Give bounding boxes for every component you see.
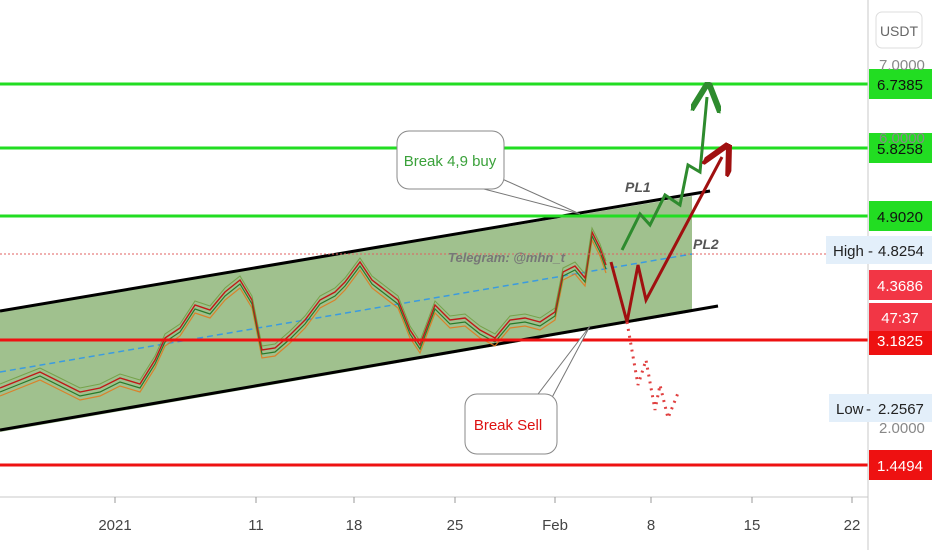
price-level-badge xyxy=(869,133,932,163)
current-price-text: 4.3686 xyxy=(877,278,923,295)
x-tick-label: 8 xyxy=(647,517,655,534)
ema-line-orange xyxy=(0,238,607,401)
high-badge-label: High xyxy=(833,243,864,260)
ema-line-green xyxy=(0,234,607,397)
sell-projection-dots xyxy=(625,321,680,423)
buy-projection-arrow xyxy=(620,97,707,251)
price-level-label: 3.1825 xyxy=(877,333,923,350)
countdown-text: 47:37 xyxy=(881,310,919,327)
x-tick-label: 2021 xyxy=(98,517,131,534)
x-tick-label: 25 xyxy=(447,517,464,534)
sell-callout-box[interactable] xyxy=(464,393,558,455)
currency-label: USDT xyxy=(880,23,919,39)
price-level-label: 1.4494 xyxy=(877,458,923,475)
channel-upper-label: PL1 xyxy=(625,179,651,195)
x-tick-label: 18 xyxy=(346,517,363,534)
watermark-label: Telegram: @mhn_t xyxy=(448,250,566,265)
y-tick-label: 2.0000 xyxy=(879,420,925,437)
price-level-label: 4.9020 xyxy=(877,209,923,226)
buy-callout-text: Break 4,9 buy xyxy=(404,153,497,170)
current-price-badge xyxy=(869,270,932,300)
currency-button[interactable] xyxy=(875,11,923,49)
high-badge-dash: - xyxy=(868,243,873,260)
y-tick-label: 6.0000 xyxy=(879,130,925,147)
x-tick-label: Feb xyxy=(542,517,568,534)
price-line xyxy=(0,229,607,393)
x-tick-label: 15 xyxy=(744,517,761,534)
buy-callout-pointer xyxy=(479,177,581,215)
low-badge-dash: - xyxy=(866,401,871,418)
y-tick-label: 7.0000 xyxy=(879,57,925,74)
sell-callout-pointer xyxy=(534,325,591,406)
price-level-badge xyxy=(869,69,932,99)
low-badge-label: Low xyxy=(836,401,864,418)
low-badge xyxy=(829,394,932,422)
channel-midline xyxy=(0,253,693,373)
channel-lower-line xyxy=(0,304,719,432)
high-badge xyxy=(826,236,932,264)
countdown-badge xyxy=(869,303,932,331)
sell-callout-text: Break Sell xyxy=(474,417,542,434)
x-tick-label: 11 xyxy=(248,517,264,534)
price-candles xyxy=(0,226,607,401)
low-badge-value: 2.2567 xyxy=(878,401,924,418)
price-level-badge xyxy=(869,201,932,231)
ema-line-light xyxy=(0,226,607,389)
price-level-label: 6.7385 xyxy=(877,77,923,94)
price-level-badge xyxy=(869,450,932,480)
channel-mid-label: PL2 xyxy=(693,236,719,252)
high-badge-value: 4.8254 xyxy=(878,243,924,260)
x-tick-label: 22 xyxy=(844,517,861,534)
alt-projection-arrow xyxy=(609,157,722,323)
buy-callout-box[interactable] xyxy=(396,130,505,190)
channel-upper-line xyxy=(0,189,711,313)
time-axis[interactable]: 2021 11 18 25 Feb 8 15 22 xyxy=(98,497,860,534)
price-level-label: 5.8258 xyxy=(877,141,923,158)
channel-area xyxy=(0,196,692,432)
